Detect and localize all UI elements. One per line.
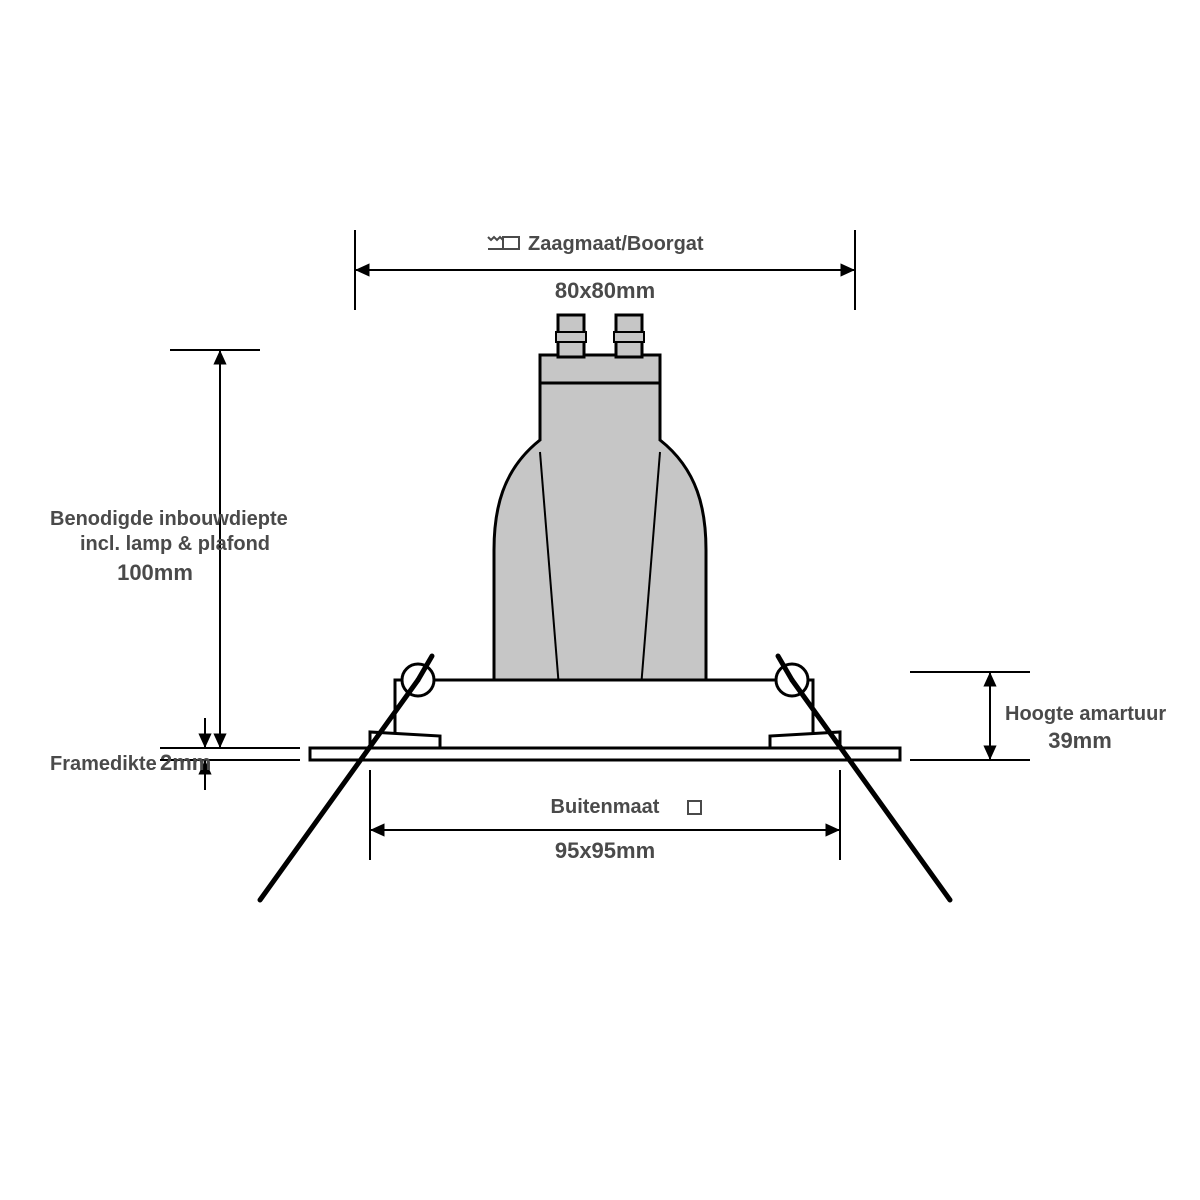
outer-size-label: Buitenmaat [551, 796, 660, 818]
technical-diagram: Zaagmaat/Boorgat 80x80mm Benodigde inbou… [0, 0, 1200, 1200]
cut-hole-label: Zaagmaat/Boorgat [528, 233, 704, 255]
frame-thickness-value: 2mm [160, 750, 211, 775]
fixture-height-label: Hoogte amartuur [1005, 703, 1166, 725]
depth-label-1: Benodigde inbouwdiepte [50, 508, 288, 530]
depth-value: 100mm [117, 560, 193, 585]
cut-hole-value: 80x80mm [555, 278, 655, 303]
square-icon [688, 801, 701, 814]
depth-label-2: incl. lamp & plafond [80, 533, 270, 555]
fixture-height-value: 39mm [1048, 728, 1112, 753]
outer-size-value: 95x95mm [555, 838, 655, 863]
bulb-silhouette [494, 315, 706, 700]
saw-icon [488, 237, 519, 249]
frame-thickness-label: Framedikte [50, 753, 157, 775]
